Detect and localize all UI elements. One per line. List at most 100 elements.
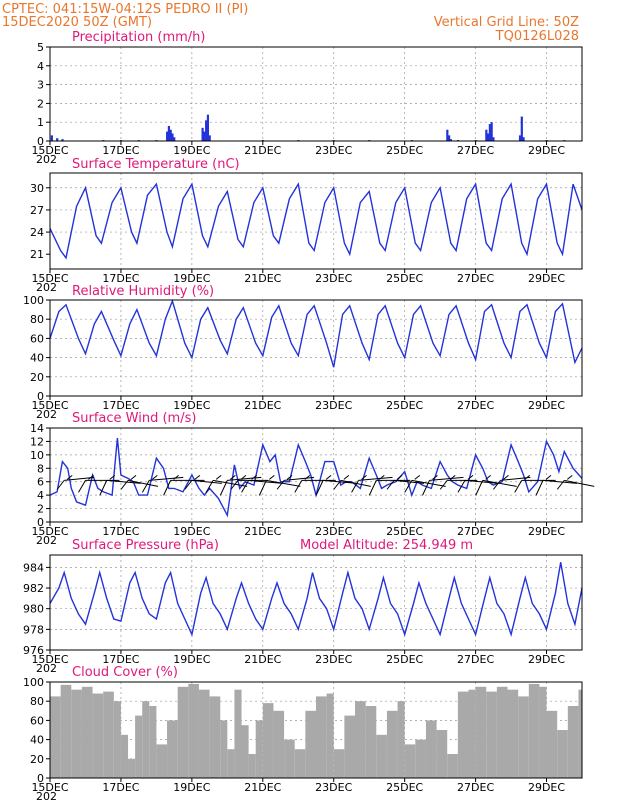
rh-ytick-label: 80 (30, 313, 44, 326)
cloud-bar (156, 744, 168, 778)
temp-title: Surface Temperature (nC) (72, 157, 240, 172)
rh-frame (49, 299, 583, 397)
pres-xtick-label: 19DEC (173, 653, 210, 666)
cloud-bar (262, 703, 274, 778)
cloud-bar (546, 710, 558, 778)
precip-bar (448, 135, 451, 141)
wind-barb-tail (475, 480, 484, 496)
wind-barb-head (414, 474, 421, 480)
wind-xtick-label: 17DEC (102, 525, 139, 538)
rh-xtick-label: 27DEC (457, 399, 494, 412)
wind-barb (500, 476, 531, 481)
wind-barb (542, 479, 578, 484)
cloud-bar (167, 720, 178, 778)
cloud-ytick-label: 60 (30, 714, 44, 727)
rh-xtick-label: 25DEC (386, 399, 423, 412)
precip-bar (169, 129, 172, 141)
cloud-bar (355, 701, 366, 778)
wind-barb-head (286, 474, 293, 480)
wind-barb-tail (205, 480, 214, 493)
wind-barb-head (66, 474, 73, 480)
precip-xtick-label: 15DEC (31, 144, 68, 157)
cloud-bar (486, 691, 497, 778)
precip-bar (488, 124, 491, 141)
wind-xtick-label: 27DEC (457, 525, 494, 538)
cloud-xtick-label: 21DEC (244, 781, 281, 794)
cloud-ytick-label: 0 (37, 772, 44, 785)
wind-title: Surface Wind (m/s) (72, 411, 196, 426)
wind-barb (213, 479, 248, 487)
cloud-bar (135, 715, 143, 778)
rh-ytick-label: 20 (30, 371, 44, 384)
cloud-bar (234, 689, 242, 778)
cloud-bar (198, 689, 210, 778)
rh-year-fragment: 202 (36, 408, 57, 421)
wind-ytick-label: 14 (30, 422, 44, 435)
rh-xtick-label: 17DEC (102, 399, 139, 412)
precip-xtick-label: 23DEC (315, 144, 352, 157)
temp-xtick-label: 17DEC (102, 272, 139, 285)
cloud-bar (50, 696, 61, 778)
grid-line-note: Vertical Grid Line: 50Z (434, 15, 579, 30)
cloud-bar (120, 734, 129, 778)
model-altitude: Model Altitude: 254.949 m (300, 538, 473, 553)
precip-bar (208, 135, 211, 141)
wind-barb-head (151, 474, 158, 480)
cloud-bar (60, 684, 72, 778)
wind-barb-tail (294, 480, 303, 493)
precip-bar (171, 133, 174, 141)
station-header: CPTEC: 041:15W-04:12S PEDRO II (PI) (2, 2, 248, 17)
cloud-ytick-label: 80 (30, 695, 44, 708)
cloud-bar (468, 689, 476, 778)
rh-xtick-label: 15DEC (31, 399, 68, 412)
pres-xtick-label: 15DEC (31, 653, 68, 666)
precip-bar (522, 137, 525, 141)
wind-barb-tail (351, 480, 359, 493)
cloud-bar (209, 696, 221, 778)
wind-barb-tail (219, 480, 228, 496)
wind-barb-head (215, 474, 222, 480)
precip-bar (166, 131, 169, 141)
wind-barb-head (130, 474, 137, 480)
wind-xtick-label: 19DEC (173, 525, 210, 538)
wind-barb (127, 479, 159, 487)
wind-barb-head (432, 474, 438, 480)
precip-xtick-label: 17DEC (102, 144, 139, 157)
wind-ytick-label: 0 (37, 516, 44, 529)
precip-ytick-label: 4 (37, 60, 44, 73)
wind-barb-head (325, 474, 332, 480)
cloud-bar (188, 683, 199, 778)
cloud-bar (177, 686, 189, 778)
temp-xtick-label: 19DEC (173, 272, 210, 285)
cloud-bar (128, 758, 136, 778)
wind-barb-head (378, 474, 385, 480)
wind-barb-tail (535, 480, 544, 496)
temp-ytick-label: 27 (30, 204, 44, 217)
precip-bar (167, 125, 171, 141)
temp-xtick-label: 25DEC (386, 272, 423, 285)
wind-barb-tail (141, 480, 150, 493)
wind-barb-tail (241, 480, 250, 493)
cloud-bar (518, 696, 529, 778)
wind-barb-head (173, 474, 179, 480)
wind-barb-head (343, 474, 350, 480)
cloud-bar (404, 744, 416, 778)
pres-xtick-label: 23DEC (315, 653, 352, 666)
pres-xtick-label: 29DEC (528, 653, 565, 666)
wind-barb-head (230, 474, 236, 480)
panel-rh: Relative Humidity (%) 0 20 40 60 80 100 15DEC 1… (23, 284, 583, 421)
cloud-ytick-label: 100 (23, 676, 44, 689)
cloud-xtick-label: 25DEC (386, 781, 423, 794)
rh-xtick-label: 23DEC (315, 399, 352, 412)
cloud-bar (436, 730, 448, 778)
wind-ytick-label: 12 (30, 435, 44, 448)
temp-xtick-label: 29DEC (528, 272, 565, 285)
cloud-bar (567, 706, 579, 778)
pres-line (49, 562, 583, 637)
cloud-bar (539, 686, 547, 778)
cloud-bar (457, 691, 469, 778)
precip-ytick-label: 0 (37, 135, 44, 148)
precip-xtick-label: 19DEC (173, 144, 210, 157)
wind-barb-tail (404, 480, 413, 493)
